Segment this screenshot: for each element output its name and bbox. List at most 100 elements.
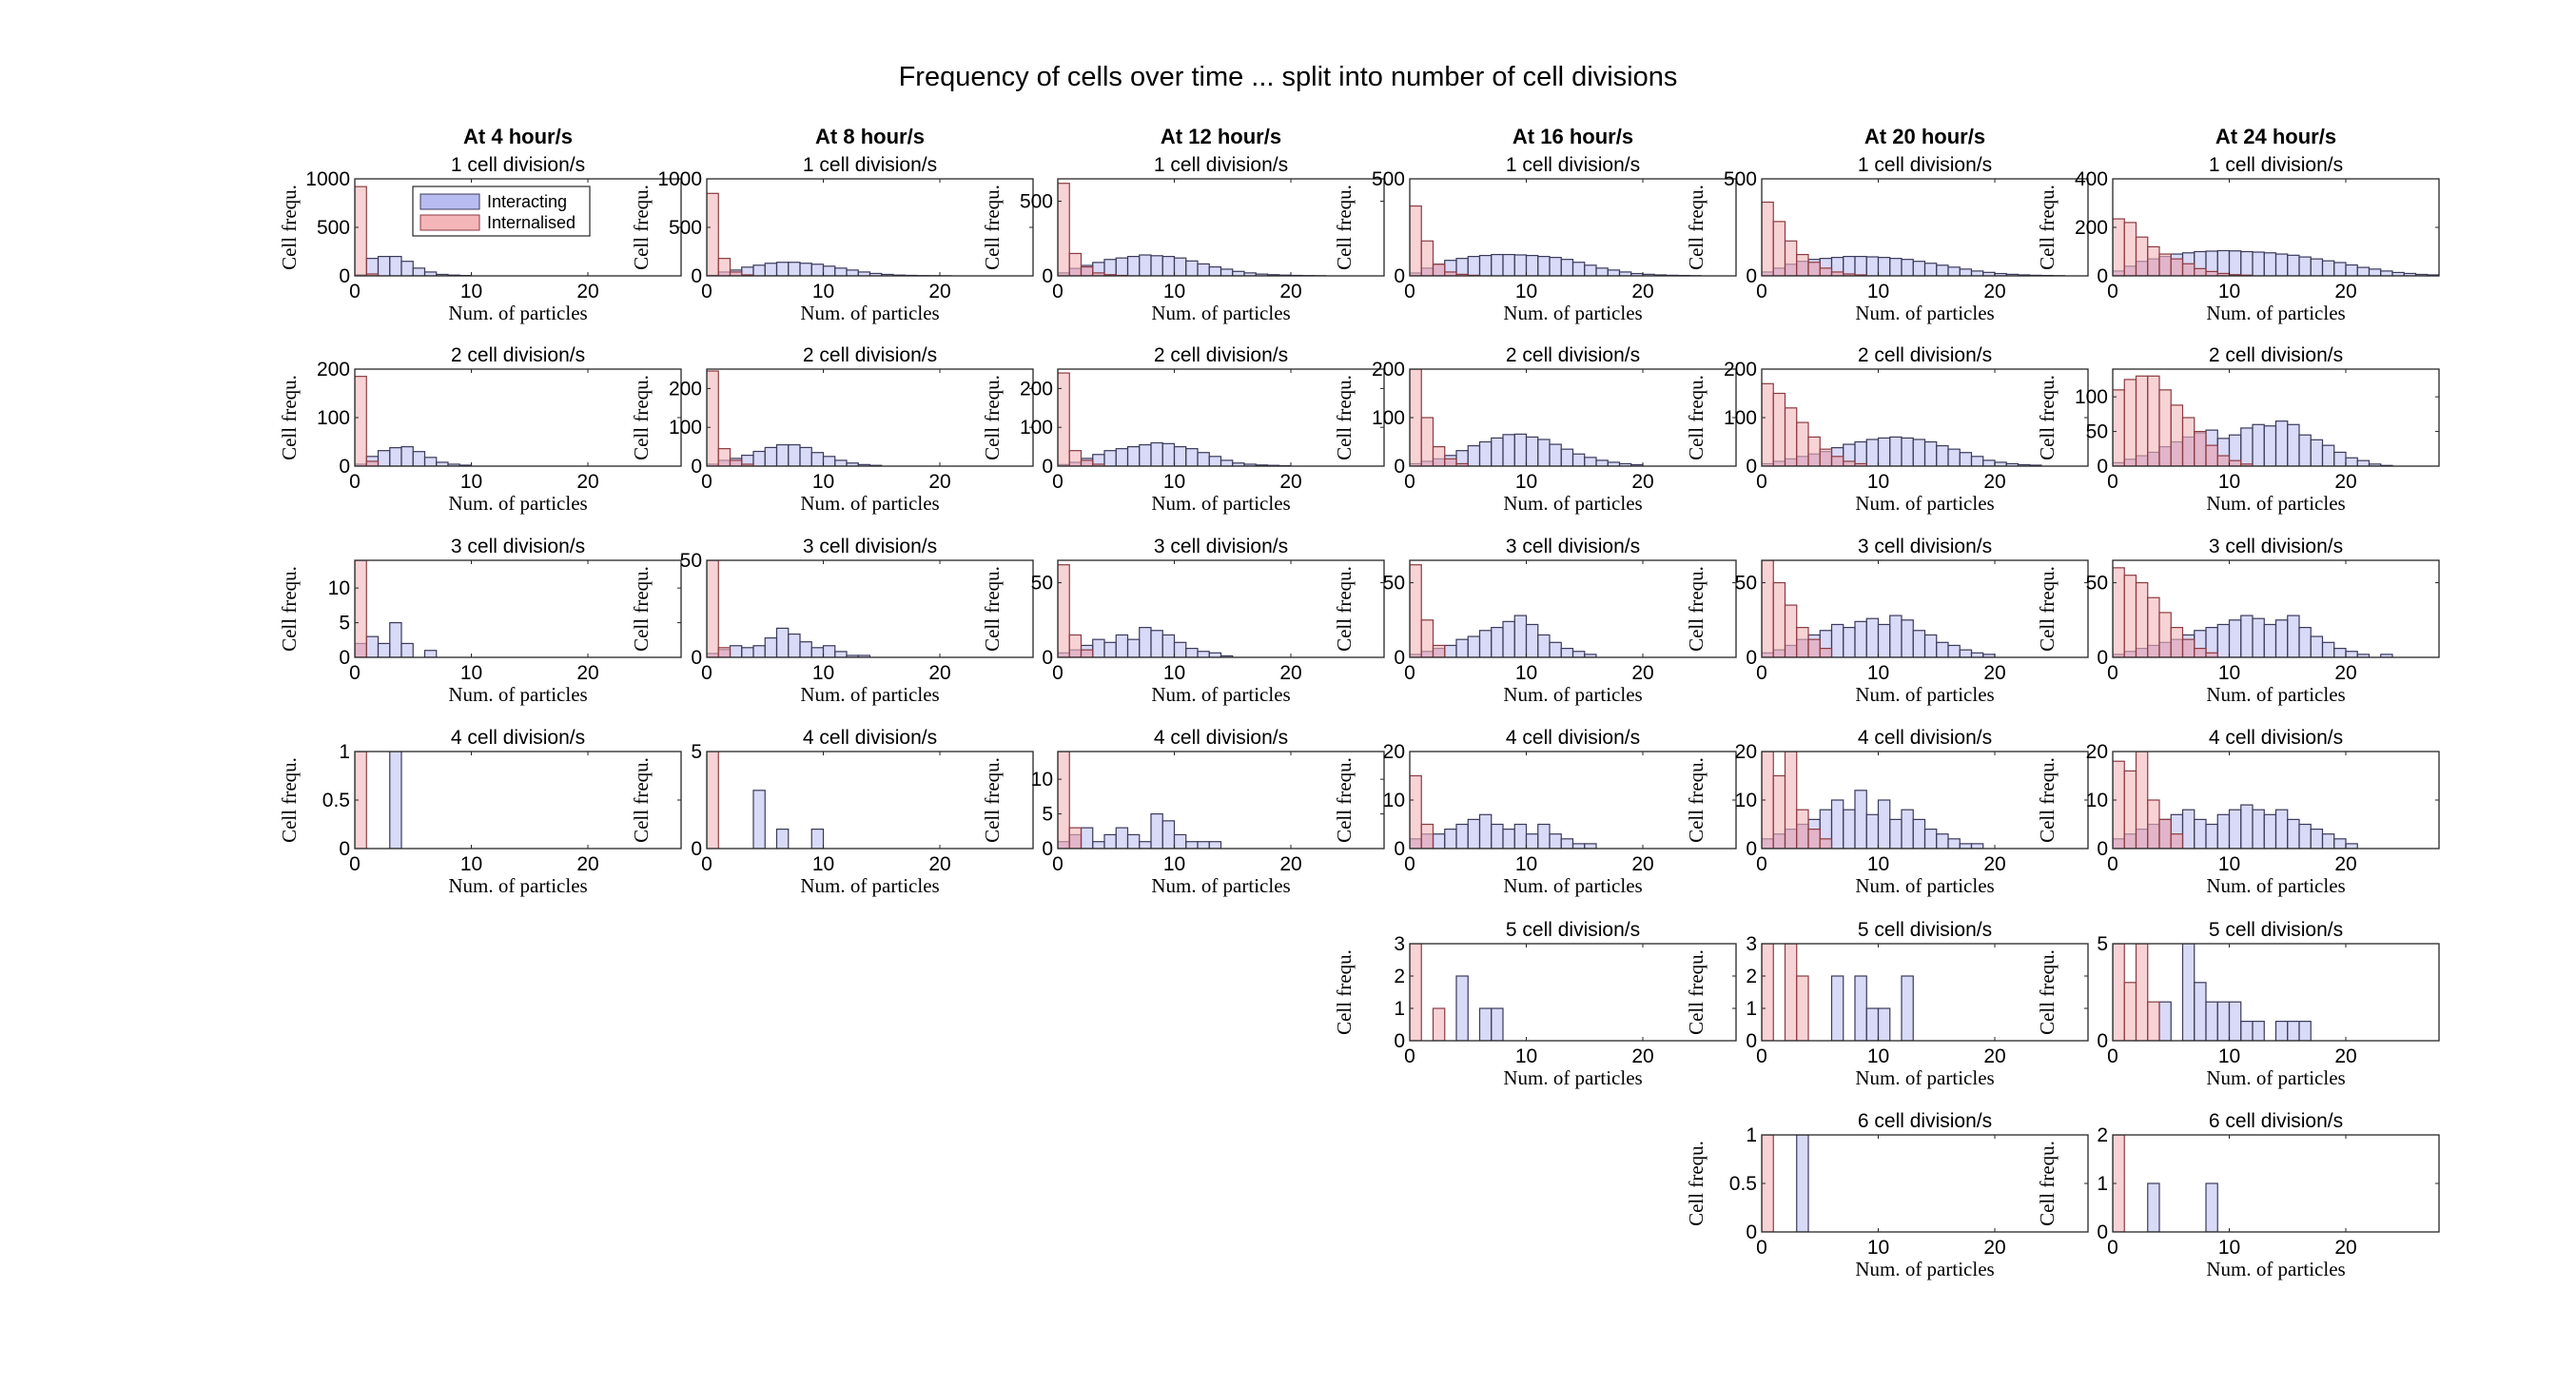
bars-group <box>1410 564 1597 657</box>
bar-interacting <box>1491 823 1504 849</box>
bar-interacting <box>1173 257 1187 276</box>
legend-label-interacting: Interacting <box>487 192 567 211</box>
bar-internalised <box>1796 627 1809 657</box>
bar-interacting <box>389 752 402 849</box>
bar-interacting <box>2147 1182 2160 1232</box>
y-tick-label: 2 <box>1394 966 1405 987</box>
histogram-panel: 5 cell division/s 0 10 20 0 1 2 3 Num. of partic… <box>1685 919 2089 1089</box>
x-tick-label: 0 <box>1404 1045 1415 1067</box>
bar-interacting <box>1901 975 1914 1041</box>
bar-internalised <box>1772 392 1786 466</box>
y-tick-label: 20 <box>1383 741 1405 763</box>
panel-subtitle: 2 cell division/s <box>451 344 585 366</box>
bar-interacting <box>1865 439 1880 466</box>
bar-interacting <box>2263 425 2277 466</box>
y-tick-label: 0 <box>1746 265 1757 287</box>
bar-internalised <box>2181 263 2195 276</box>
bar-interacting <box>1877 799 1891 849</box>
panel-subtitle: 1 cell division/s <box>1154 154 1288 176</box>
bar-interacting <box>1936 641 1949 657</box>
bars-group <box>1762 560 1996 657</box>
bar-internalised <box>1080 265 1094 276</box>
y-tick-label: 0 <box>2097 838 2108 860</box>
bar-interacting <box>1502 253 1515 276</box>
y-axis-label: Cell frequ. <box>1333 949 1356 1035</box>
bar-interacting <box>2252 809 2265 849</box>
panel-subtitle: 4 cell division/s <box>2209 727 2343 749</box>
bar-interacting <box>810 647 825 657</box>
x-axis-label: Num. of particles <box>448 683 587 706</box>
y-tick-label: 0 <box>1746 1221 1757 1243</box>
y-tick-label: 200 <box>2075 217 2108 239</box>
histogram-panel: 5 cell division/s 0 10 20 0 5 Num. of particle… <box>2036 919 2440 1089</box>
x-tick-label: 20 <box>1631 1045 1653 1067</box>
bar-internalised <box>1784 240 1798 276</box>
x-tick-label: 0 <box>1052 471 1064 493</box>
bar-internalised <box>2158 389 2172 466</box>
bar-interacting <box>1877 257 1891 276</box>
column-header: At 24 hour/s <box>2215 125 2336 148</box>
y-tick-label: 0 <box>691 456 702 478</box>
bar-internalised <box>1432 644 1446 657</box>
y-tick-label: 50 <box>1031 573 1053 595</box>
bar-interacting <box>2274 253 2289 276</box>
column-header: At 12 hour/s <box>1161 125 1281 148</box>
bar-internalised <box>1772 581 1786 657</box>
bar-interacting <box>1595 459 1609 466</box>
bar-internalised <box>1432 1007 1446 1041</box>
bar-interacting <box>1584 264 1597 276</box>
x-tick-label: 20 <box>2334 471 2356 493</box>
x-axis-label: Num. of particles <box>2206 302 2345 324</box>
bar-internalised <box>1796 975 1809 1041</box>
x-axis-label: Num. of particles <box>2206 874 2345 897</box>
y-axis-label: Cell frequ. <box>630 375 653 460</box>
bar-interacting <box>1092 638 1105 657</box>
x-tick-label: 20 <box>576 281 598 303</box>
bar-interacting <box>2287 254 2300 276</box>
bar-interacting <box>1126 638 1141 657</box>
bar-interacting <box>1455 258 1469 276</box>
bar-interacting <box>1525 436 1539 466</box>
x-axis-label: Num. of particles <box>1503 874 1642 897</box>
bar-interacting <box>1537 823 1551 849</box>
bar-internalised <box>2170 833 2184 849</box>
bar-interacting <box>2240 1020 2254 1041</box>
bar-interacting <box>799 641 812 657</box>
axes-box <box>1761 178 2089 277</box>
bar-internalised <box>1444 458 1457 466</box>
y-tick-label: 0 <box>1746 1030 1757 1052</box>
bar-interacting <box>2321 260 2335 276</box>
bar-interacting <box>1103 641 1117 657</box>
bar-interacting <box>2274 619 2289 657</box>
bar-interacting <box>1560 647 1574 657</box>
y-tick-label: 0 <box>691 647 702 669</box>
bars-group <box>707 752 825 849</box>
bar-interacting <box>1595 267 1609 276</box>
bar-interacting <box>2216 813 2231 849</box>
bar-interacting <box>1947 838 1961 849</box>
bar-interacting <box>2205 1182 2218 1232</box>
bar-internalised <box>1796 809 1809 849</box>
y-tick-label: 10 <box>2086 790 2108 811</box>
y-tick-label: 3 <box>1746 933 1757 955</box>
x-tick-label: 10 <box>812 471 834 493</box>
bar-interacting <box>1197 841 1210 849</box>
y-tick-label: 0 <box>2097 265 2108 287</box>
x-axis-label: Num. of particles <box>800 302 939 324</box>
bar-interacting <box>764 263 778 276</box>
panel-subtitle: 3 cell division/s <box>803 536 937 557</box>
y-axis-label: Cell frequ. <box>1333 185 1356 270</box>
bar-interacting <box>1584 457 1597 466</box>
bar-interacting <box>1936 444 1949 466</box>
y-tick-label: 200 <box>669 378 702 400</box>
y-tick-label: 500 <box>317 217 350 239</box>
y-tick-label: 0 <box>1394 1030 1405 1052</box>
x-tick-label: 20 <box>576 853 598 875</box>
x-tick-label: 0 <box>349 471 361 493</box>
bar-internalised <box>717 258 732 276</box>
bar-internalised <box>2123 222 2137 276</box>
x-tick-label: 0 <box>1404 853 1415 875</box>
histogram-panel: 1 cell division/s 0 10 20 0 500 1000 Num. of pa… <box>630 154 1034 324</box>
bar-interacting <box>400 446 414 466</box>
